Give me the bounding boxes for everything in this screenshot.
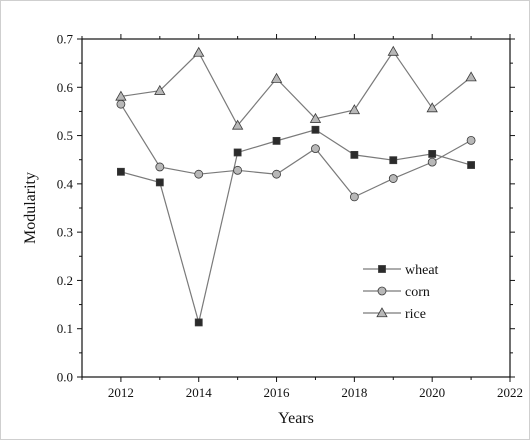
- data-point-rice: [270, 72, 283, 83]
- series-line-wheat: [120, 129, 472, 323]
- x-axis-title: Years: [278, 410, 314, 427]
- data-point-rice: [231, 119, 244, 130]
- y-tick-label: 0.5: [57, 128, 73, 143]
- x-tick-label: 2022: [497, 385, 523, 400]
- data-point-rice: [387, 45, 399, 56]
- series-line-rice: [120, 50, 472, 127]
- y-tick-label: 0.1: [57, 321, 73, 336]
- data-point-rice: [426, 102, 438, 113]
- data-point-wheat: [272, 136, 281, 145]
- legend-label-corn: corn: [405, 285, 430, 300]
- y-tick-label: 0.0: [57, 370, 73, 385]
- series-line-corn: [120, 103, 472, 198]
- data-point-rice: [193, 46, 205, 57]
- y-tick-label: 0.4: [57, 176, 74, 191]
- legend-item-wheat: wheat: [363, 263, 439, 278]
- data-point-corn: [272, 169, 281, 179]
- plot-area-border: [81, 38, 511, 378]
- data-point-wheat: [194, 318, 203, 327]
- data-point-corn: [427, 157, 437, 167]
- data-point-rice: [309, 112, 322, 123]
- x-tick-label: 2012: [108, 385, 134, 400]
- data-point-wheat: [428, 150, 437, 158]
- legend: wheat corn rice: [363, 263, 439, 322]
- x-tick-label: 2016: [264, 385, 291, 400]
- y-tick-label: 0.3: [57, 225, 73, 240]
- y-tick-label: 0.2: [57, 273, 73, 288]
- data-point-corn: [388, 174, 398, 183]
- data-point-corn: [155, 162, 165, 172]
- y-axis-title: Modularity: [22, 172, 39, 244]
- data-point-corn: [116, 99, 126, 109]
- x-tick-label: 2014: [186, 385, 213, 400]
- data-point-rice: [115, 90, 127, 101]
- data-point-wheat: [233, 148, 242, 157]
- data-point-rice: [348, 104, 361, 115]
- data-point-wheat: [350, 150, 359, 159]
- data-point-corn: [233, 165, 243, 175]
- data-point-corn: [466, 135, 476, 145]
- data-point-corn: [311, 144, 320, 154]
- y-tick-label: 0.7: [57, 32, 74, 47]
- data-point-wheat: [311, 125, 320, 134]
- legend-item-corn: corn: [363, 285, 430, 300]
- legend-marker-corn: [377, 286, 387, 296]
- data-point-wheat: [467, 161, 475, 169]
- legend-marker-wheat: [378, 265, 386, 273]
- data-point-wheat: [389, 156, 398, 165]
- x-tick-label: 2020: [419, 385, 445, 400]
- data-point-corn: [349, 192, 359, 202]
- y-tick-label: 0.6: [57, 80, 74, 95]
- data-point-rice: [154, 84, 166, 95]
- legend-marker-rice: [376, 307, 388, 318]
- data-point-wheat: [155, 178, 164, 187]
- legend-label-rice: rice: [405, 307, 426, 322]
- data-point-rice: [465, 71, 477, 82]
- data-point-corn: [194, 169, 204, 179]
- legend-label-wheat: wheat: [405, 263, 439, 278]
- legend-item-rice: rice: [363, 307, 426, 322]
- data-point-wheat: [117, 167, 125, 176]
- x-tick-label: 2018: [341, 385, 367, 400]
